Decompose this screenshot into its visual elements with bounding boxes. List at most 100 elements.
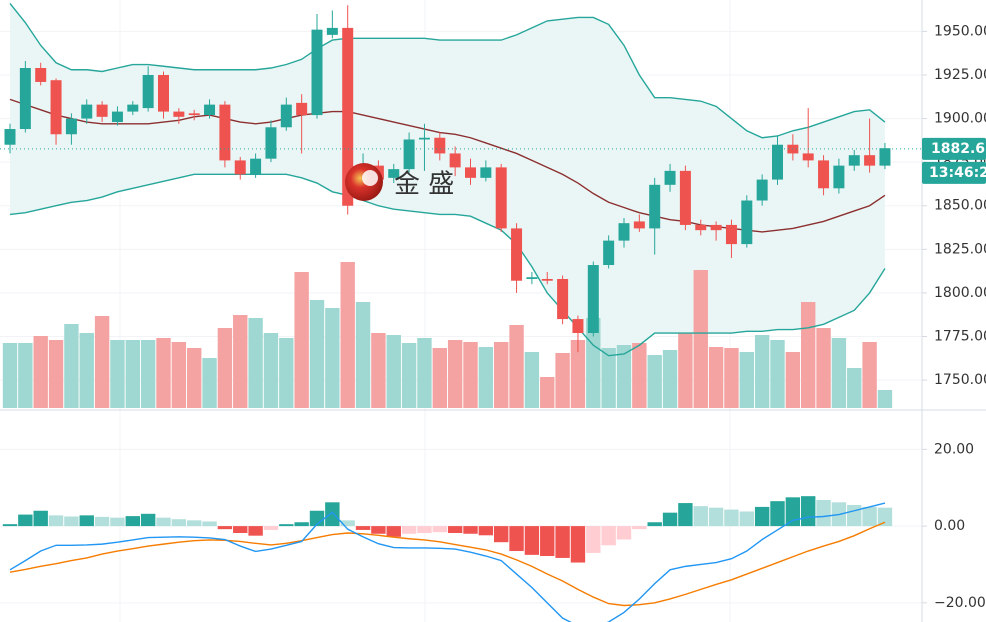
histogram-bar <box>478 526 494 536</box>
candle-body <box>618 223 630 241</box>
candle-body <box>756 179 768 201</box>
histogram-bar <box>202 521 217 527</box>
volume-bar <box>33 336 48 408</box>
signal-line <box>9 521 886 607</box>
volume-bar <box>263 333 279 408</box>
histogram-bar <box>586 526 601 553</box>
histogram-bar <box>140 513 156 527</box>
histogram-bar <box>847 504 862 527</box>
candle-body <box>557 278 569 320</box>
volume-bar <box>140 340 156 408</box>
candle-body <box>96 104 108 117</box>
candle-body <box>541 278 553 281</box>
candle-body <box>710 224 722 231</box>
logo <box>362 170 378 186</box>
band-area <box>10 3 885 356</box>
volume-bar <box>48 340 64 408</box>
candle-body <box>572 319 584 334</box>
histogram-bar <box>463 526 478 534</box>
volume-bar <box>79 333 94 408</box>
volume-bar <box>647 355 662 408</box>
volume-bar <box>494 342 509 408</box>
volume-bar <box>202 358 217 408</box>
volume-bar <box>816 328 831 408</box>
candle-body <box>204 104 216 116</box>
candle-body <box>388 169 400 178</box>
histogram-bar <box>801 496 816 527</box>
volume-bar <box>678 333 693 408</box>
histogram-bar <box>708 507 724 527</box>
histogram-bar <box>494 526 509 543</box>
histogram-bar <box>233 526 248 533</box>
histogram-bar <box>48 515 64 527</box>
volume-bar <box>693 270 708 408</box>
volume-bar <box>309 300 325 408</box>
volume-bar <box>325 308 340 408</box>
volume-bar <box>877 390 893 408</box>
candle-body <box>833 165 845 189</box>
candle-body <box>495 167 507 229</box>
volume-bar <box>662 350 678 408</box>
candle-body <box>173 111 185 117</box>
volume-bar <box>417 338 432 408</box>
volume-bar <box>217 328 233 408</box>
histogram-bar <box>754 506 770 527</box>
histogram-bar <box>355 526 371 530</box>
volume-bar <box>447 340 463 408</box>
countdown-label: 13:46:27 <box>929 165 986 181</box>
y-tick-label: 20.00 <box>934 441 974 457</box>
candle-body <box>50 80 62 135</box>
volume-bar <box>371 333 386 408</box>
candle-body <box>725 224 737 245</box>
candle-body <box>265 127 277 159</box>
histogram-bar <box>647 522 662 527</box>
candle-body <box>679 170 691 225</box>
histogram-bar <box>371 526 386 534</box>
histogram-bar <box>570 526 586 563</box>
candle-body <box>802 153 814 161</box>
candle-body <box>465 167 476 178</box>
volume-bar <box>294 272 309 408</box>
histogram-bar <box>79 515 94 527</box>
candle-body <box>741 200 753 245</box>
histogram-bar <box>601 526 616 546</box>
histogram-bar <box>401 526 417 534</box>
candle-body <box>111 111 123 123</box>
histogram-bar <box>110 517 125 527</box>
volume-bar <box>386 335 401 408</box>
candle-body <box>127 104 139 112</box>
volume-bar <box>125 340 140 408</box>
histogram-bar <box>693 506 708 527</box>
candle-body <box>818 160 830 189</box>
histogram-bar <box>509 526 524 552</box>
candle-body <box>142 74 154 109</box>
volume-bar <box>94 316 110 408</box>
volume-bar <box>355 302 371 408</box>
histogram-bar <box>447 526 463 533</box>
volume-bar <box>540 377 555 408</box>
volume-bar <box>64 324 79 408</box>
candle-body <box>219 104 231 161</box>
volume-bar <box>524 352 540 408</box>
volume-bar <box>432 348 447 408</box>
histogram-bar <box>33 510 48 527</box>
volume-bar <box>754 335 770 408</box>
candle-body <box>511 228 523 281</box>
volume-bar <box>555 353 570 408</box>
histogram-bar <box>678 503 693 527</box>
histogram-bar <box>386 526 401 537</box>
candle-body <box>434 137 446 154</box>
candle-body <box>65 118 77 135</box>
volume-bar <box>340 262 355 408</box>
volume-bar <box>785 352 801 408</box>
macd-pane <box>0 448 922 622</box>
candle-body <box>35 68 47 82</box>
histogram-bar <box>862 506 877 527</box>
histogram-bar <box>340 520 355 527</box>
volume-bar <box>233 315 248 408</box>
candle-body <box>418 137 430 140</box>
candle-body <box>326 27 338 35</box>
histogram-bar <box>739 511 754 527</box>
watermark-text: 金 盛 <box>394 170 454 200</box>
